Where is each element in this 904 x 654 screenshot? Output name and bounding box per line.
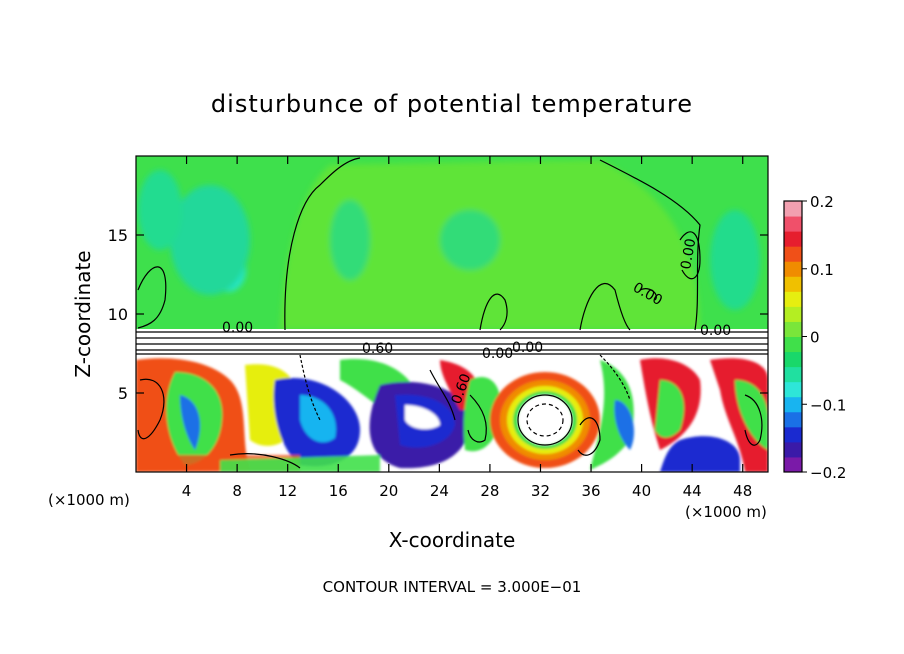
colorbar-swatch — [784, 366, 802, 383]
colorbar-swatch — [784, 336, 802, 353]
x-tick-label: 40 — [632, 482, 651, 500]
contour-interval-note: CONTOUR INTERVAL = 3.000E−01 — [323, 578, 582, 596]
field-region-white — [405, 405, 440, 430]
colorbar-swatch — [784, 456, 802, 473]
y-axis: 5 10 15 — [108, 226, 768, 403]
field-band-blue — [660, 436, 740, 472]
contour-lines — [136, 157, 768, 469]
x-tick-label: 28 — [480, 482, 499, 500]
colorbar — [783, 200, 803, 473]
colorbar-swatch — [784, 396, 802, 413]
x-unit-label-left: (×1000 m) — [48, 491, 130, 509]
colorbar-swatch — [784, 426, 802, 443]
colorbar-swatch — [784, 351, 802, 368]
x-axis-label: X-coordinate — [389, 528, 516, 552]
chart-title: disturbunce of potential temperature — [211, 90, 693, 118]
contour-label: 0.00 — [700, 323, 731, 339]
field-band-green — [735, 380, 768, 450]
colorbar-swatch — [784, 201, 802, 217]
x-tick-label: 44 — [683, 482, 702, 500]
contour-label: 0.00 — [512, 340, 543, 356]
colorbar-swatch — [784, 246, 802, 262]
x-tick-label: 32 — [531, 482, 550, 500]
field-region-teal — [330, 200, 370, 280]
colorbar-swatch — [784, 261, 802, 277]
contour-label: 0.00 — [678, 237, 699, 270]
x-tick-label: 48 — [733, 482, 752, 500]
y-tick-label: 5 — [118, 384, 128, 403]
colorbar-swatch — [784, 231, 802, 247]
x-tick-label: 24 — [430, 482, 449, 500]
colorbar-swatch — [784, 321, 802, 337]
colorbar-swatch — [784, 216, 802, 232]
field-band-blue — [614, 400, 635, 450]
x-tick-label: 12 — [278, 482, 297, 500]
colorbar-tick-label: −0.1 — [810, 396, 846, 414]
colorbar-swatch — [784, 306, 802, 322]
field-eddy-white — [518, 395, 572, 445]
y-tick-label: 15 — [108, 226, 128, 245]
field-region-teal — [170, 185, 250, 295]
field-region-teal — [440, 210, 500, 270]
colorbar-swatch — [784, 381, 802, 398]
field-band-green — [655, 380, 684, 438]
colorbar-swatch — [784, 441, 802, 458]
field-band-green — [220, 455, 380, 472]
contour-label: 0.00 — [482, 346, 513, 362]
colorbar-tick-label: 0.2 — [810, 193, 834, 211]
x-tick-label: 16 — [329, 482, 348, 500]
colorbar-tick-label: 0.1 — [810, 261, 834, 279]
contour-label: 0.60 — [362, 341, 393, 357]
x-tick-label: 20 — [379, 482, 398, 500]
colorbar-axis: 0.2 0.1 0 −0.1 −0.2 — [802, 193, 846, 482]
field-band-blue — [180, 395, 200, 450]
field-region-teal — [710, 210, 760, 310]
colorbar-swatch — [784, 411, 802, 428]
plot-area: 0.00 0.60 0.00 0.00 0.60 0.00 0.00 0.00 — [136, 156, 768, 472]
x-tick-label: 36 — [581, 482, 600, 500]
field-region-teal — [138, 170, 182, 250]
x-tick-label: 4 — [182, 482, 192, 500]
x-axis: 4 8 12 16 20 24 28 32 36 40 44 48 — [182, 156, 752, 500]
colorbar-tick-label: 0 — [810, 329, 820, 347]
x-tick-label: 8 — [232, 482, 242, 500]
field-band-green — [590, 360, 634, 470]
y-axis-label: Z-coordinate — [71, 250, 95, 377]
colorbar-swatch — [784, 276, 802, 292]
y-tick-label: 10 — [108, 305, 128, 324]
contour-label: 0.00 — [222, 320, 253, 336]
colorbar-swatch — [784, 291, 802, 307]
x-unit-label-right: (×1000 m) — [685, 503, 767, 521]
field-tropopause-band — [136, 329, 768, 355]
colorbar-tick-label: −0.2 — [810, 464, 846, 482]
field-vortex-lightblue — [300, 395, 336, 443]
field-band-green — [463, 376, 501, 452]
